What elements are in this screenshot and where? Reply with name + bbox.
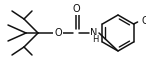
Text: N: N — [90, 28, 98, 38]
Text: O: O — [54, 28, 62, 38]
Text: Cl: Cl — [142, 16, 146, 26]
Text: H: H — [92, 35, 98, 45]
Text: O: O — [72, 4, 80, 14]
